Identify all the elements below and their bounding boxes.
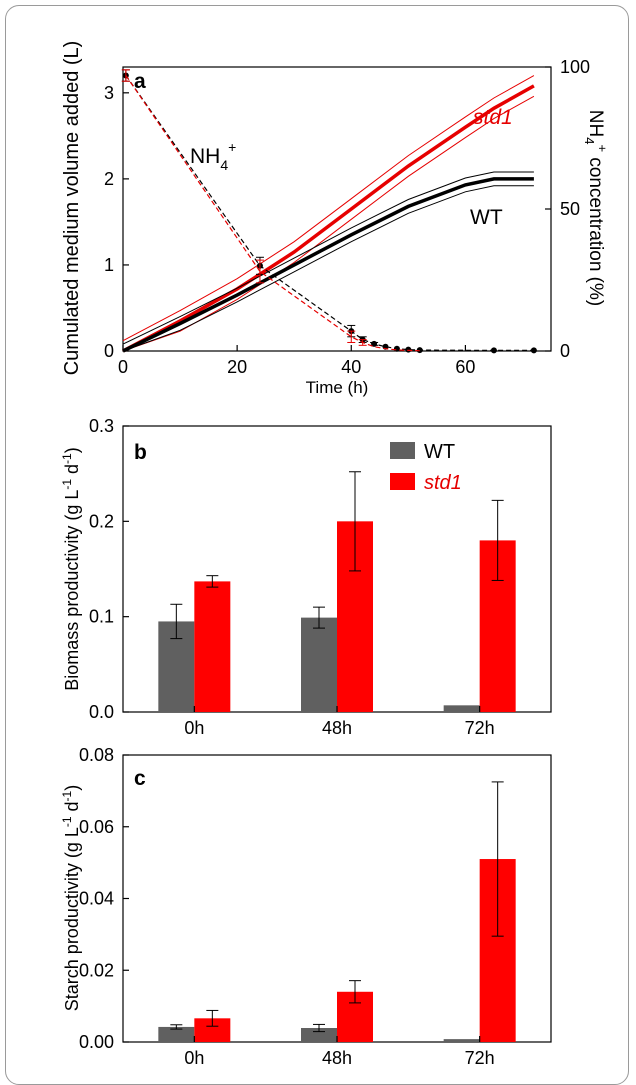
panel-a-y2-ticks: 0 50 100 bbox=[545, 57, 590, 361]
a-x-tick-label: 0 bbox=[118, 357, 128, 377]
a-y-tick-label: 2 bbox=[104, 169, 114, 189]
nh4-annotation-sub: 4 bbox=[220, 157, 228, 173]
c-y-label-exp1: -1 bbox=[60, 816, 74, 827]
panel-a-x-label: Time (h) bbox=[306, 378, 369, 397]
a-y-tick-label: 3 bbox=[104, 83, 114, 103]
y-tick-label: 0.1 bbox=[89, 607, 114, 627]
a-x-tick-label: 20 bbox=[227, 357, 247, 377]
y2-label-sub: 4 bbox=[582, 137, 597, 144]
c-y-label-base: Starch productivity (g L bbox=[62, 827, 82, 1011]
y-tick-label: 0.0 bbox=[89, 702, 114, 722]
y-tick-label: 0.02 bbox=[79, 960, 114, 980]
wt-bar bbox=[301, 617, 337, 712]
y2-label-rest: concentration (%) bbox=[585, 152, 606, 306]
b-y-label-exp2: -1 bbox=[60, 453, 74, 464]
panel-b-bars bbox=[158, 471, 516, 712]
wt-bar bbox=[158, 1026, 195, 1042]
x-tick-label: 72h bbox=[465, 1048, 495, 1068]
wt-nh4-point bbox=[490, 347, 497, 354]
panel-a-y-ticks: 0 1 2 3 bbox=[104, 83, 129, 361]
panel-b-letter: b bbox=[134, 441, 147, 464]
x-tick-label: 48h bbox=[322, 1048, 352, 1068]
b-y-label-base: Biomass productivity (g L bbox=[62, 490, 82, 691]
b-y-label-end: ) bbox=[62, 447, 82, 453]
std1-upper-band-line bbox=[122, 75, 535, 342]
panel-a: a 0 1 2 3 0 50 100 0 20 40 60 Time (h) Cumulated… bbox=[61, 41, 610, 397]
std1-bar bbox=[194, 581, 231, 712]
y-tick-label: 0.08 bbox=[79, 745, 114, 765]
panel-c-letter: c bbox=[134, 767, 146, 790]
a-x-tick-label: 60 bbox=[455, 357, 475, 377]
x-tick-label: 0h bbox=[184, 718, 204, 738]
legend-wt-label: WT bbox=[424, 441, 455, 463]
panel-c-bars bbox=[158, 781, 516, 1042]
b-y-label-exp1: -1 bbox=[60, 479, 74, 490]
b-y-label-mid: d bbox=[62, 464, 82, 479]
a-y2-tick-label: 50 bbox=[560, 199, 580, 219]
panel-a-letter: a bbox=[134, 70, 146, 93]
wt-lower-band-line bbox=[122, 185, 534, 352]
panel-c: c 0.00 0.02 0.04 0.06 0.08 0h 48h 72h Starch p… bbox=[60, 745, 552, 1068]
a-y-tick-label: 0 bbox=[104, 341, 114, 361]
wt-upper-band-line bbox=[122, 171, 534, 345]
nh4-annotation: NH4+ bbox=[190, 139, 236, 173]
panel-c-y-label: Starch productivity (g L-1 d-1) bbox=[60, 785, 82, 1011]
x-tick-label: 48h bbox=[322, 718, 352, 738]
legend-wt-swatch bbox=[390, 442, 415, 459]
panel-a-x-ticks: 0 20 40 60 bbox=[118, 345, 475, 377]
c-y-label-mid: d bbox=[62, 801, 82, 816]
y-tick-label: 0.00 bbox=[79, 1032, 114, 1052]
y-tick-label: 0.06 bbox=[79, 817, 114, 837]
legend-std1-swatch bbox=[390, 473, 415, 490]
nh4-annotation-sup: + bbox=[228, 139, 236, 155]
panel-a-y2-label: NH4+ concentration (%) bbox=[582, 110, 610, 306]
y2-label-base: NH bbox=[585, 110, 606, 137]
wt-volume-line bbox=[122, 177, 534, 353]
panel-c-x-ticks: 0h 48h 72h bbox=[184, 1036, 495, 1068]
x-tick-label: 0h bbox=[184, 1048, 204, 1068]
wt-bar bbox=[443, 705, 480, 712]
std1-bar bbox=[194, 1018, 231, 1042]
c-y-label-end: ) bbox=[62, 785, 82, 791]
wt-annotation: WT bbox=[470, 206, 503, 229]
wt-bar bbox=[301, 1028, 337, 1042]
c-y-label-exp2: -1 bbox=[60, 790, 74, 801]
a-y-tick-label: 1 bbox=[104, 255, 114, 275]
panel-b: b 0.0 0.1 0.2 0.3 0h 48h 72h Biomass producti… bbox=[60, 416, 552, 738]
wt-nh4-point bbox=[405, 346, 412, 353]
a-x-tick-label: 40 bbox=[341, 357, 361, 377]
std1-nh4-line bbox=[125, 75, 420, 352]
wt-nh4-point bbox=[393, 345, 400, 352]
a-y2-tick-label: 100 bbox=[560, 57, 590, 77]
y-tick-label: 0.2 bbox=[89, 511, 114, 531]
y2-label-sup: + bbox=[595, 144, 610, 152]
panel-c-y-ticks: 0.00 0.02 0.04 0.06 0.08 bbox=[79, 745, 129, 1052]
y-tick-label: 0.3 bbox=[89, 416, 114, 436]
y-tick-label: 0.04 bbox=[79, 889, 114, 909]
a-y2-tick-label: 0 bbox=[560, 341, 570, 361]
x-tick-label: 72h bbox=[465, 718, 495, 738]
wt-nh4-point bbox=[416, 347, 423, 354]
legend-std1-label: std1 bbox=[424, 472, 462, 494]
std1-annotation: std1 bbox=[473, 106, 513, 129]
panel-b-y-label: Biomass productivity (g L-1 d-1) bbox=[60, 447, 82, 690]
panel-a-series bbox=[121, 69, 537, 354]
panel-b-x-ticks: 0h 48h 72h bbox=[184, 706, 495, 738]
wt-nh4-line bbox=[125, 75, 534, 351]
wt-nh4-point bbox=[371, 340, 378, 347]
panel-a-y-label: Cumulated medium volume added (L) bbox=[61, 41, 83, 376]
panel-b-y-ticks: 0.0 0.1 0.2 0.3 bbox=[89, 416, 129, 722]
wt-bar bbox=[443, 1039, 480, 1042]
nh4-annotation-base: NH bbox=[190, 145, 220, 168]
panel-b-legend: WT std1 bbox=[390, 441, 462, 494]
std1-volume-line bbox=[122, 84, 535, 353]
wt-nh4-point bbox=[530, 347, 537, 354]
